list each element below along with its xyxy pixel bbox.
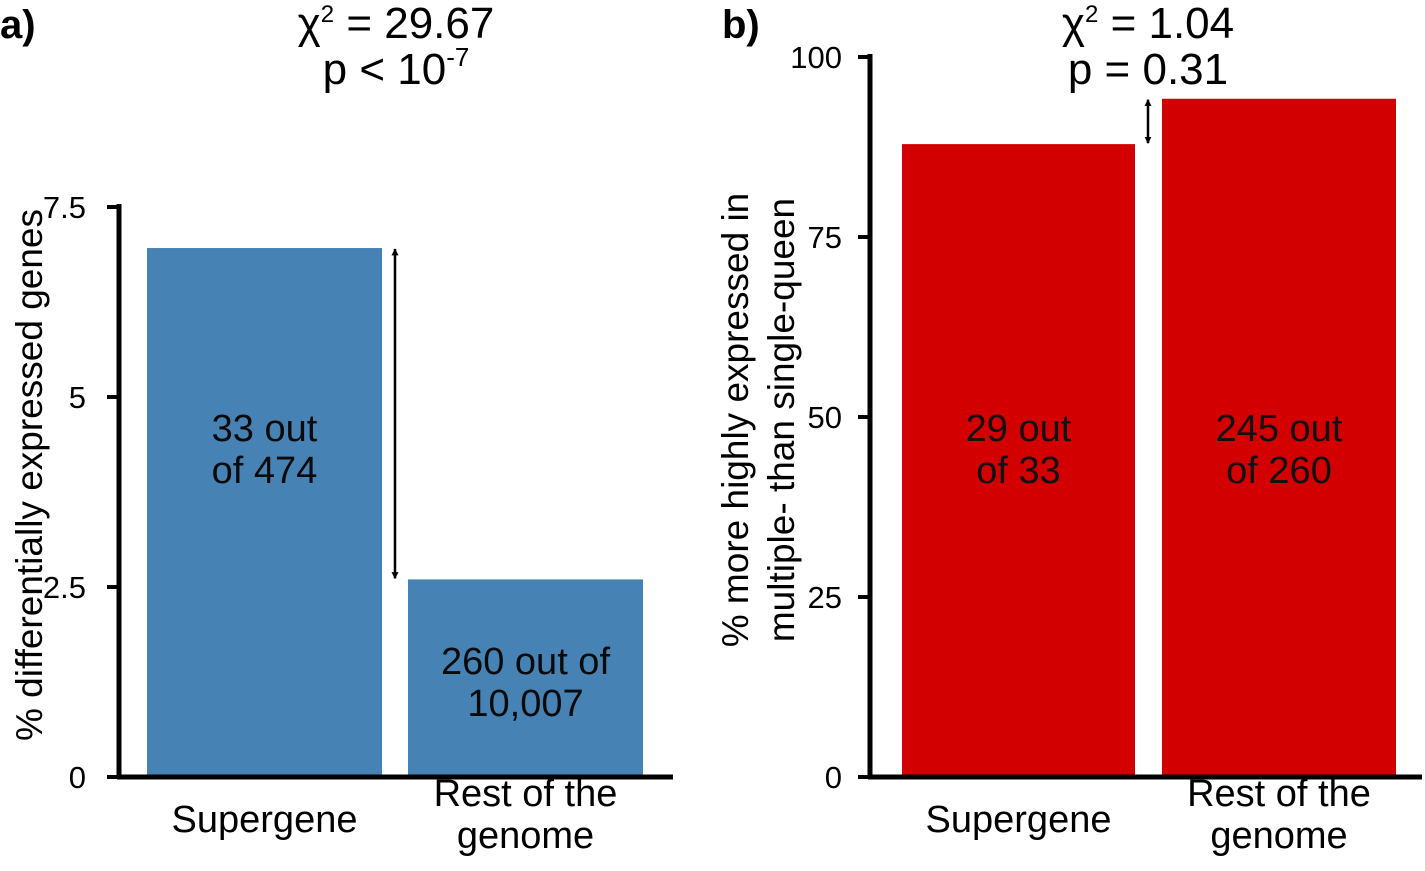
- bar-supergene: [147, 248, 382, 778]
- x-category-label-1-line-0: Rest of the: [434, 773, 618, 815]
- chi-exponent: 2: [321, 1, 334, 28]
- y-tick-label-4: 100: [790, 40, 842, 75]
- y-axis-label: % differentially expressed genes: [9, 209, 50, 741]
- y-tick-label-0: 0: [825, 760, 842, 795]
- y-tick-label-1: 25: [808, 580, 842, 615]
- p-value-text: p = 0.31: [1068, 45, 1228, 94]
- y-axis-label-line-1: multiple- than single-queen: [761, 198, 802, 642]
- chi-square-stat: χ2 = 29.67: [298, 0, 495, 48]
- x-category-label-0: Supergene: [172, 799, 358, 841]
- chi-symbol: χ: [1062, 0, 1085, 48]
- bar-label-0-line-1: of 474: [212, 450, 318, 492]
- chi-square-stat: χ2 = 1.04: [1062, 0, 1234, 48]
- bar-label-1-line-1: 10,007: [467, 683, 583, 725]
- bar-label-0-line-0: 33 out: [212, 408, 318, 450]
- y-tick-label-3: 7.5: [43, 190, 86, 225]
- bar-supergene: [902, 144, 1135, 777]
- bar-label-0-line-0: 29 out: [966, 408, 1072, 450]
- y-tick-label-3: 75: [808, 220, 842, 255]
- chi-value: = 1.04: [1098, 0, 1234, 48]
- bar-rest-of-genome: [408, 579, 643, 777]
- chi-exponent: 2: [1085, 1, 1098, 28]
- p-value-text: p < 10: [323, 45, 447, 94]
- y-tick-label-2: 5: [69, 380, 86, 415]
- bar-label-1-line-1: of 260: [1226, 450, 1332, 492]
- p-value: p < 10-7: [323, 42, 470, 94]
- panel-label: b): [722, 3, 760, 47]
- panel-label: a): [0, 3, 36, 47]
- y-tick-label-0: 0: [69, 760, 86, 795]
- chi-symbol: χ: [298, 0, 321, 48]
- bar-label-0-line-1: of 33: [976, 450, 1061, 492]
- bar-rest-of-genome: [1162, 98, 1396, 777]
- y-tick-label-1: 2.5: [43, 570, 86, 605]
- x-category-label-1-line-1: genome: [457, 815, 594, 857]
- x-category-label-1-line-0: Rest of the: [1187, 773, 1371, 815]
- x-category-label-1-line-1: genome: [1210, 815, 1347, 857]
- y-axis-label-line-0: % more highly expressed in: [715, 193, 756, 648]
- p-value: p = 0.31: [1068, 45, 1228, 94]
- p-value-exponent: -7: [446, 42, 469, 72]
- y-tick-label-2: 50: [808, 400, 842, 435]
- bar-label-1-line-0: 260 out of: [441, 641, 610, 683]
- chi-value: = 29.67: [334, 0, 494, 48]
- x-category-label-0: Supergene: [926, 799, 1112, 841]
- bar-label-1-line-0: 245 out: [1216, 408, 1343, 450]
